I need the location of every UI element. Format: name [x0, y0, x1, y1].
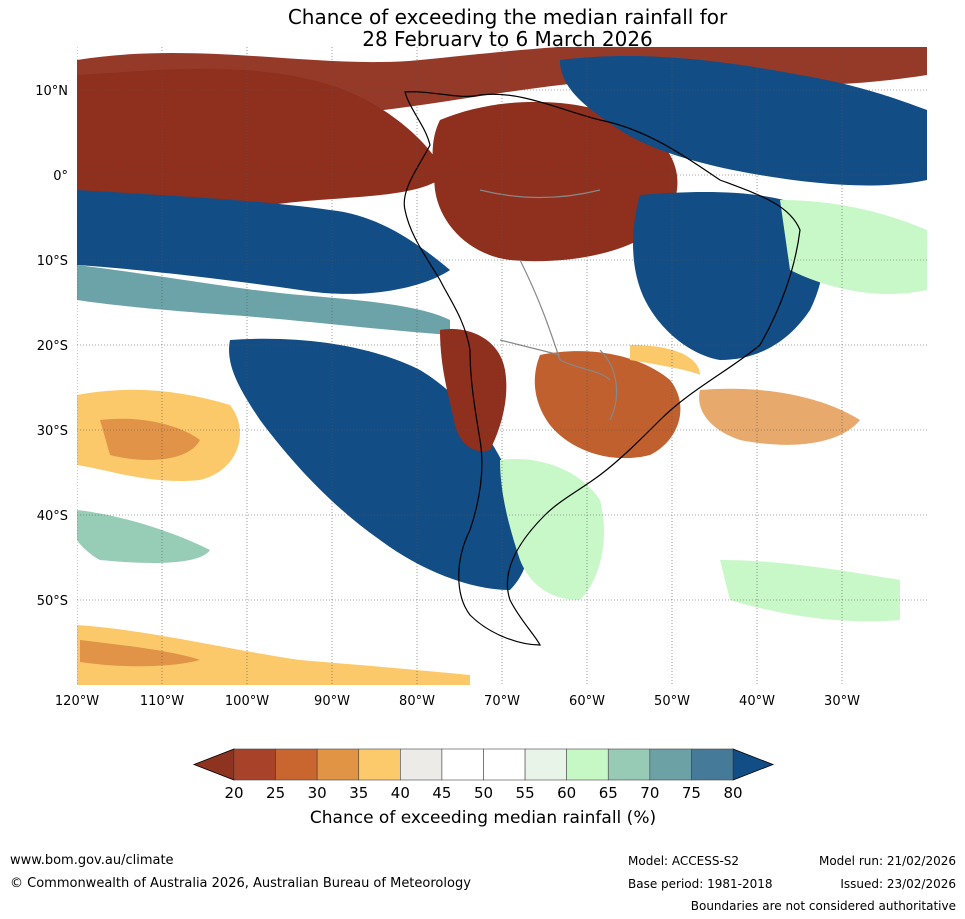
rainfall-probability-field: [77, 47, 927, 685]
region-atlantic-north-wet: [560, 55, 927, 186]
copyright-text: © Commonwealth of Australia 2026, Austra…: [10, 876, 471, 891]
colorbar-swatch: [566, 748, 609, 781]
region-south-dry-core: [80, 640, 200, 667]
lat-label: 10°S: [37, 254, 68, 269]
longitude-labels: 120°W 110°W 100°W 90°W 80°W 70°W 60°W 50…: [55, 694, 860, 709]
lon-label: 50°W: [654, 694, 690, 709]
colorbar-tick-label: 65: [599, 784, 618, 802]
south-america-coastline: [403, 91, 801, 646]
base-period: Base period: 1981-2018: [628, 877, 773, 891]
region-atlantic-south-green: [720, 560, 900, 622]
lon-label: 60°W: [569, 694, 605, 709]
colorbar-swatch: [275, 748, 318, 781]
colorbar-tick-label: 40: [391, 784, 410, 802]
lat-label: 10°N: [35, 84, 68, 99]
colorbar-tick-label: 75: [682, 784, 701, 802]
lat-label: 0°: [53, 169, 68, 184]
colorbar-tick-label: 20: [224, 784, 243, 802]
region-pacific-wet-band: [77, 190, 450, 294]
map-title-line1: Chance of exceeding the median rainfall …: [287, 5, 728, 29]
colorbar-swatch: [691, 748, 734, 781]
colorbar-tick-label: 30: [308, 784, 327, 802]
map-title-line2: 28 February to 6 March 2026: [362, 27, 653, 51]
lon-label: 90°W: [314, 694, 350, 709]
website-link[interactable]: www.bom.gov.au/climate: [10, 853, 174, 868]
colorbar-swatch: [441, 748, 484, 781]
colorbar-tick-label: 80: [723, 784, 742, 802]
colorbar-low-extend: [192, 748, 235, 781]
lon-label: 70°W: [484, 694, 520, 709]
region-andes-dry: [440, 329, 507, 452]
lat-label: 50°S: [37, 594, 68, 609]
model-run-date: Model run: 21/02/2026: [818, 854, 956, 868]
region-north-pacific-dry: [77, 68, 445, 207]
region-amazon-dry: [432, 101, 678, 262]
colorbar: 20 25 30 35 40 45 50 55 60 65 70 75 80: [192, 748, 775, 802]
region-southern-brazil-dry-halo: [630, 345, 700, 375]
lat-label: 20°S: [37, 339, 68, 354]
lon-label: 40°W: [739, 694, 775, 709]
region-pacific-south-dry-core: [100, 418, 200, 460]
lon-label: 80°W: [399, 694, 435, 709]
colorbar-title: Chance of exceeding median rainfall (%): [309, 808, 657, 828]
region-southern-brazil-dry: [534, 351, 681, 459]
lat-label: 30°S: [37, 424, 68, 439]
country-borders: [479, 189, 618, 421]
region-pacific-wet-band-south-edge: [77, 265, 450, 335]
region-brazil-east-wet: [633, 192, 824, 360]
lon-label: 100°W: [225, 694, 269, 709]
colorbar-swatch: [358, 748, 401, 781]
region-southwest-wet: [77, 510, 210, 563]
region-atlantic-dry-patches: [699, 388, 860, 445]
model-name: Model: ACCESS-S2: [628, 854, 740, 868]
colorbar-tick-label: 45: [432, 784, 451, 802]
colorbar-high-extend: [732, 748, 775, 781]
colorbar-swatch: [524, 748, 567, 781]
colorbar-swatch: [316, 748, 360, 781]
colorbar-tick-label: 55: [516, 784, 535, 802]
colorbar-tick-label: 50: [474, 784, 493, 802]
graticule: [77, 47, 927, 685]
colorbar-swatch: [400, 748, 443, 781]
latitude-labels: 10°N 0° 10°S 20°S 30°S 40°S 50°S: [35, 84, 68, 609]
lat-label: 40°S: [37, 509, 68, 524]
colorbar-tick-label: 70: [640, 784, 659, 802]
colorbar-swatch: [649, 748, 692, 781]
lon-label: 30°W: [824, 694, 860, 709]
boundaries-disclaimer: Boundaries are not considered authoritat…: [690, 899, 956, 913]
lon-label: 110°W: [140, 694, 184, 709]
colorbar-swatch: [233, 748, 276, 781]
region-south-dry-band: [77, 625, 470, 685]
colorbar-swatch: [607, 748, 651, 781]
colorbar-tick-label: 25: [266, 784, 285, 802]
colorbar-tick-label: 35: [349, 784, 368, 802]
issued-date: Issued: 23/02/2026: [840, 877, 956, 891]
lon-label: 120°W: [55, 694, 99, 709]
colorbar-tick-label: 60: [557, 784, 576, 802]
region-patagonia-green: [500, 459, 604, 600]
region-atlantic-green: [780, 200, 927, 294]
colorbar-swatch: [483, 748, 526, 781]
